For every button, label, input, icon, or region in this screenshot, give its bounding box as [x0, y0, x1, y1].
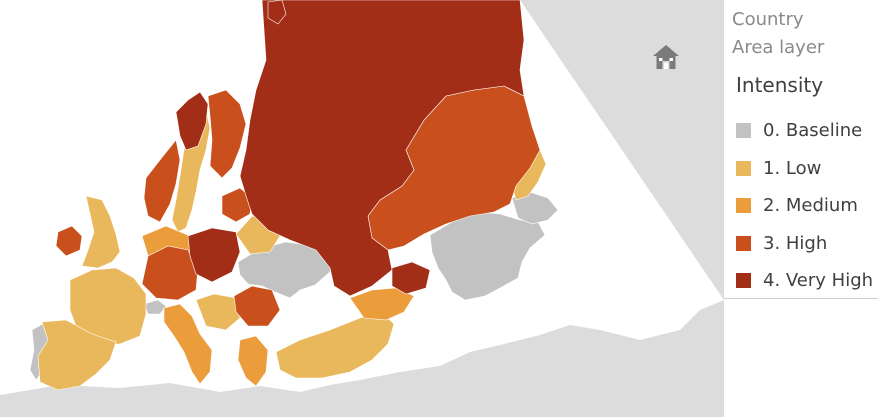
home-button[interactable] — [649, 40, 683, 74]
region-very-high-scandinavia-coast[interactable] — [175, 91, 209, 151]
region-baseline-switzerland[interactable] — [143, 299, 167, 315]
legend-title: Intensity — [736, 73, 824, 97]
europe-map[interactable] — [0, 0, 724, 417]
home-icon — [653, 45, 679, 69]
legend-item-high[interactable]: 3. High — [736, 225, 873, 263]
legend-swatch-low — [736, 160, 751, 176]
legend-item-medium[interactable]: 2. Medium — [736, 187, 873, 225]
legend-layer-area[interactable]: Area layer — [732, 37, 825, 58]
region-high-baltic[interactable] — [221, 187, 253, 223]
legend-items: 0. Baseline 1. Low 2. Medium 3. High 4. … — [736, 112, 873, 300]
legend-label-high: 3. High — [763, 232, 828, 254]
region-very-high-caucasus[interactable] — [391, 261, 431, 295]
legend-label-baseline: 0. Baseline — [763, 120, 863, 142]
legend-panel: Country Area layer Intensity 0. Baseline… — [724, 0, 878, 417]
region-high-germany[interactable] — [141, 245, 199, 301]
region-baseline-east[interactable] — [511, 191, 559, 225]
legend-item-very-high[interactable]: 4. Very High — [736, 262, 873, 300]
legend-label-medium: 2. Medium — [763, 195, 858, 217]
region-low-turkey[interactable] — [275, 311, 395, 379]
legend-layer-country[interactable]: Country — [732, 9, 804, 30]
region-low-spain[interactable] — [37, 319, 117, 391]
legend-label-very-high: 4. Very High — [763, 270, 874, 292]
legend-label-low: 1. Low — [763, 157, 822, 179]
region-medium-east-coast[interactable] — [349, 287, 415, 321]
region-high-romania[interactable] — [233, 285, 281, 327]
region-low-norway-sweden[interactable] — [171, 109, 211, 233]
land-background — [0, 0, 724, 417]
region-low-uk[interactable] — [81, 195, 121, 269]
region-high-norway-coast[interactable] — [143, 139, 181, 223]
legend-swatch-high — [736, 235, 751, 251]
legend-item-baseline[interactable]: 0. Baseline — [736, 112, 873, 150]
region-high-ireland[interactable] — [55, 225, 83, 257]
region-high-finland[interactable] — [207, 89, 247, 179]
region-very-high-central-europe[interactable] — [187, 227, 241, 283]
region-medium-italy[interactable] — [163, 303, 213, 385]
region-medium-greece[interactable] — [237, 335, 269, 387]
map-view[interactable] — [0, 0, 724, 417]
region-low-balkans[interactable] — [195, 293, 241, 331]
legend-divider — [724, 298, 878, 299]
legend-item-low[interactable]: 1. Low — [736, 150, 873, 188]
legend-swatch-medium — [736, 198, 751, 214]
region-very-high-island[interactable] — [267, 0, 287, 25]
land-north-africa — [0, 383, 300, 417]
legend-swatch-very-high — [736, 273, 751, 289]
legend-swatch-baseline — [736, 123, 751, 139]
region-baseline-ukraine[interactable] — [237, 241, 334, 299]
region-baseline-kazakhstan[interactable] — [429, 211, 546, 301]
